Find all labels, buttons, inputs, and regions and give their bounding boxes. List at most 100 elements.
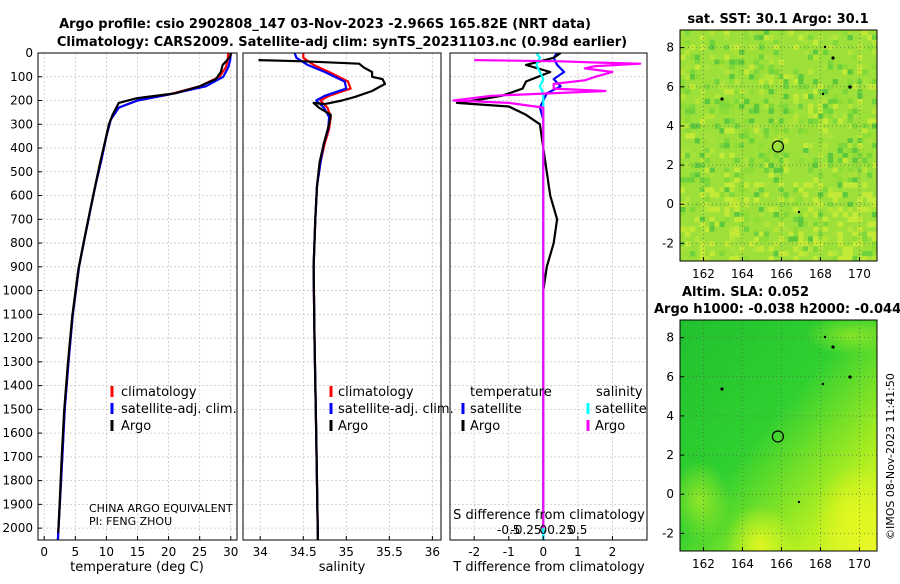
heatmap-cell bbox=[832, 103, 839, 110]
heatmap-cell bbox=[872, 98, 877, 105]
heatmap-cell bbox=[817, 34, 824, 41]
legend-argo-label: Argo bbox=[121, 419, 151, 434]
heatmap-cell bbox=[862, 192, 868, 198]
heatmap-cell bbox=[783, 251, 789, 257]
heatmap-cell bbox=[862, 177, 868, 183]
heatmap-cell bbox=[714, 98, 720, 105]
heatmap-cell bbox=[734, 89, 740, 95]
difference-legend: temperature salinity satellite Argo sate… bbox=[461, 385, 647, 434]
heatmap-cell bbox=[729, 74, 735, 80]
heatmap-cell bbox=[709, 30, 715, 36]
heatmap-cell bbox=[872, 246, 877, 252]
heatmap-cell bbox=[837, 182, 843, 188]
heatmap-cell bbox=[734, 79, 740, 85]
heatmap-cell bbox=[847, 226, 853, 232]
heatmap-cell bbox=[704, 74, 710, 80]
x-tick-label: 36 bbox=[425, 545, 440, 559]
heatmap-cell bbox=[852, 256, 858, 261]
heatmap-cell bbox=[822, 221, 829, 228]
heatmap-cell bbox=[867, 118, 873, 124]
heatmap-cell bbox=[862, 64, 868, 70]
heatmap-cell bbox=[763, 182, 770, 188]
heatmap-cell bbox=[694, 236, 701, 242]
heatmap-cell bbox=[734, 172, 740, 178]
temperature-xticks: 0 5 10 15 20 25 30 bbox=[40, 536, 238, 559]
heatmap-cell bbox=[813, 256, 819, 261]
heatmap-cell bbox=[749, 241, 755, 247]
depth-tick-label: 1400 bbox=[2, 379, 33, 393]
heatmap-cell bbox=[857, 167, 863, 173]
heatmap-cell bbox=[768, 148, 774, 154]
heatmap-cell bbox=[783, 84, 789, 90]
heatmap-cell bbox=[857, 103, 863, 110]
heatmap-cell bbox=[744, 98, 750, 105]
heatmap-cell bbox=[734, 206, 740, 213]
heatmap-cell bbox=[788, 108, 794, 114]
heatmap-cell bbox=[778, 74, 784, 80]
lat-tick-label: 6 bbox=[666, 80, 674, 94]
salinity-series bbox=[258, 52, 387, 541]
heatmap-cell bbox=[862, 251, 868, 257]
heatmap-cell bbox=[709, 192, 715, 198]
heatmap-cell bbox=[842, 211, 848, 218]
heatmap-cell bbox=[739, 133, 745, 139]
heatmap-cell bbox=[719, 187, 725, 193]
heatmap-cell bbox=[694, 89, 701, 95]
heatmap-cell bbox=[768, 69, 774, 75]
heatmap-cell bbox=[808, 182, 814, 188]
legend-climatology-label: climatology bbox=[338, 385, 414, 400]
heatmap-cell bbox=[739, 93, 745, 100]
heatmap-cell bbox=[719, 256, 725, 261]
heatmap-cell bbox=[758, 206, 765, 213]
heatmap-cell bbox=[724, 103, 730, 110]
heatmap-cell bbox=[847, 148, 853, 154]
sla-map: Altim. SLA: 0.052 Argo h1000: -0.038 h20… bbox=[654, 285, 900, 571]
heatmap-cell bbox=[857, 54, 863, 60]
heatmap-cell bbox=[862, 30, 868, 36]
heatmap-cell bbox=[699, 157, 706, 164]
depth-tick-label: 0 bbox=[25, 46, 33, 60]
heatmap-cell bbox=[817, 79, 824, 85]
lat-tick-label: 2 bbox=[666, 448, 674, 462]
heatmap-cell bbox=[872, 64, 877, 70]
heatmap-cell bbox=[694, 246, 701, 252]
heatmap-cell bbox=[719, 128, 725, 134]
heatmap-cell bbox=[783, 152, 789, 159]
heatmap-cell bbox=[867, 162, 873, 169]
series-climatology bbox=[56, 52, 230, 541]
heatmap-cell bbox=[753, 108, 760, 114]
heatmap-cell bbox=[709, 113, 715, 119]
heatmap-cell bbox=[813, 226, 819, 232]
heatmap-cell bbox=[867, 231, 873, 237]
heatmap-cell bbox=[793, 93, 799, 100]
heatmap-cell bbox=[783, 103, 789, 110]
heatmap-cell bbox=[768, 108, 774, 114]
heatmap-cell bbox=[739, 98, 745, 105]
heatmap-cell bbox=[862, 128, 868, 134]
heatmap-cell bbox=[778, 79, 784, 85]
heatmap-cell bbox=[729, 157, 735, 164]
heatmap-cell bbox=[768, 54, 774, 60]
heatmap-cell bbox=[798, 236, 804, 242]
heatmap-cell bbox=[808, 221, 814, 228]
difference-grid bbox=[450, 52, 647, 540]
heatmap-cell bbox=[778, 133, 784, 139]
heatmap-cell bbox=[773, 206, 779, 213]
heatmap-cell bbox=[724, 256, 730, 261]
legend-t-satellite-label: satellite bbox=[470, 402, 522, 417]
heatmap-cell bbox=[813, 177, 819, 183]
heatmap-cell bbox=[763, 157, 770, 164]
x-tick-label: 35.5 bbox=[376, 545, 403, 559]
heatmap-cell bbox=[832, 172, 839, 178]
heatmap-cell bbox=[847, 118, 853, 124]
heatmap-cell bbox=[842, 113, 848, 119]
heatmap-cell bbox=[817, 49, 824, 56]
heatmap-cell bbox=[778, 54, 784, 60]
heatmap-cell bbox=[724, 138, 730, 144]
argo-position-marker bbox=[771, 430, 785, 443]
heatmap-cell bbox=[724, 98, 730, 105]
heatmap-cell bbox=[867, 44, 873, 51]
heatmap-cell bbox=[768, 162, 774, 169]
heatmap-cell bbox=[867, 84, 873, 90]
